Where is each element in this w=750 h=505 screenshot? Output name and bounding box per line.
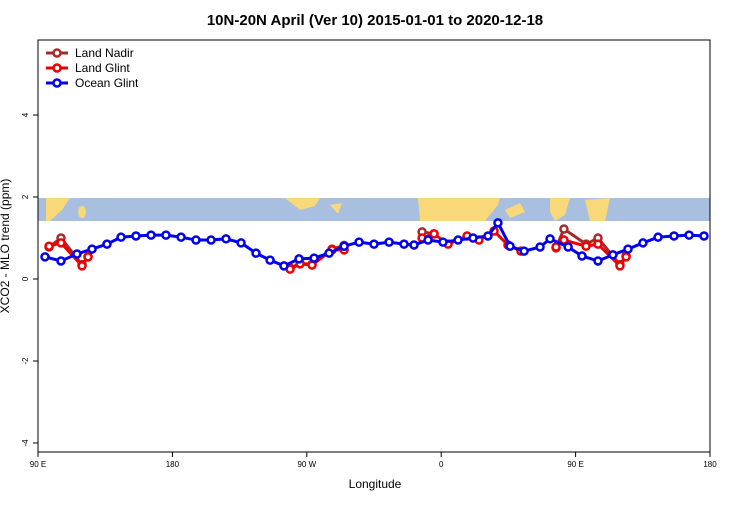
series-point (294, 254, 304, 264)
series-point (131, 231, 141, 241)
series-point (519, 246, 529, 256)
x-tick-label: 180 (166, 460, 180, 469)
series-point (423, 235, 433, 245)
series-point (236, 238, 246, 248)
series-point (409, 240, 419, 250)
series-point (384, 237, 394, 247)
series-point (669, 231, 679, 241)
series-point (593, 256, 603, 266)
series-point (545, 234, 555, 244)
y-tick-label: -2 (21, 357, 30, 365)
series-point (581, 241, 591, 251)
chart-title: 10N-20N April (Ver 10) 2015-01-01 to 202… (207, 12, 543, 29)
series-point (279, 261, 289, 271)
series-point (251, 248, 261, 258)
series-point (87, 244, 97, 254)
y-tick-label: -4 (21, 439, 30, 447)
series-point (493, 218, 503, 228)
series-point (551, 242, 561, 252)
series-point (339, 241, 349, 251)
legend-label: Ocean Glint (75, 76, 139, 90)
series-point (265, 255, 275, 265)
series-point (684, 230, 694, 240)
series-point (176, 232, 186, 242)
legend-label: Land Nadir (75, 46, 134, 60)
series-line (44, 220, 705, 268)
x-tick-label: 0 (439, 460, 444, 469)
series-point (77, 261, 87, 271)
series-point (83, 252, 93, 262)
series-point (438, 237, 448, 247)
y-tick-label: 0 (21, 276, 30, 281)
series-point (72, 249, 82, 259)
series-point (621, 252, 631, 262)
legend-swatch (52, 78, 62, 88)
series-point (453, 235, 463, 245)
y-tick-label: 4 (21, 112, 30, 117)
series-point (116, 232, 126, 242)
series-point (608, 250, 618, 260)
series-point (505, 241, 515, 251)
series-point (44, 241, 54, 251)
series-point (324, 248, 334, 258)
series-point (468, 233, 478, 243)
legend-swatch (52, 63, 62, 73)
x-tick-label: 90 W (297, 460, 316, 469)
series-point (161, 230, 171, 240)
series-point (483, 231, 493, 241)
series-point (40, 252, 50, 262)
map-strip (38, 198, 710, 221)
series-point (623, 244, 633, 254)
x-tick-label: 180 (703, 460, 717, 469)
y-axis-label: XCO2 - MLO trend (ppm) (0, 179, 12, 314)
y-tick-label: 2 (21, 194, 30, 199)
x-tick-label: 90 E (567, 460, 583, 469)
series-point (206, 235, 216, 245)
series-point (221, 234, 231, 244)
x-tick-label: 90 E (30, 460, 46, 469)
series-point (615, 261, 625, 271)
series-point (56, 238, 66, 248)
series-point (399, 239, 409, 249)
series-point (146, 230, 156, 240)
series-point (56, 256, 66, 266)
series-point (653, 232, 663, 242)
legend-swatch (52, 48, 62, 58)
series-point (638, 238, 648, 248)
series-point (191, 235, 201, 245)
x-axis-label: Longitude (349, 477, 402, 491)
legend-label: Land Glint (75, 61, 130, 75)
series-point (699, 231, 709, 241)
series-point (535, 242, 545, 252)
series-point (369, 239, 379, 249)
series-point (354, 237, 364, 247)
series-point (429, 229, 439, 239)
series-point (593, 239, 603, 249)
series-point (102, 239, 112, 249)
series-point (559, 224, 569, 234)
series-point (309, 253, 319, 263)
series-point (563, 242, 573, 252)
series-point (577, 251, 587, 261)
plot-frame (37, 39, 711, 453)
